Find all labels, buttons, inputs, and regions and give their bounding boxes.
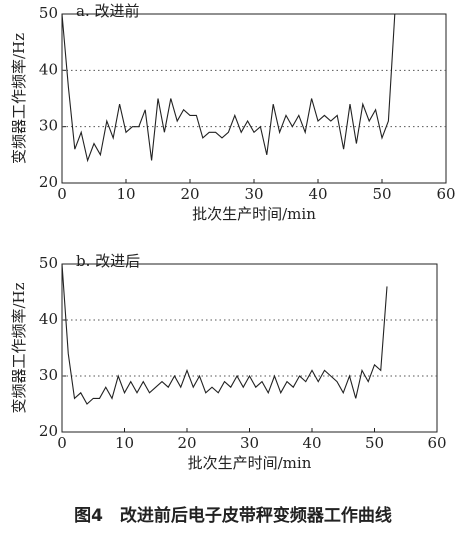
x-tick-label: 40 — [302, 434, 321, 452]
x-axis-label: 批次生产时间/min — [192, 205, 316, 223]
x-tick-label: 20 — [177, 434, 196, 452]
x-tick-label: 50 — [365, 434, 384, 452]
y-tick-label: 40 — [39, 310, 58, 328]
y-axis-label: 变频器工作频率/Hz — [10, 282, 28, 413]
x-tick-label: 10 — [116, 185, 135, 203]
data-line — [61, 263, 388, 405]
x-tick-label: 60 — [436, 185, 455, 203]
y-tick-label: 20 — [39, 173, 58, 191]
data-line — [61, 13, 396, 163]
y-tick-label: 30 — [39, 117, 58, 135]
y-tick-label: 30 — [39, 366, 58, 384]
panel-title: b. 改进后 — [76, 252, 140, 270]
x-tick-label: 0 — [57, 434, 67, 452]
plot-frame — [61, 13, 447, 184]
x-tick-label: 30 — [244, 185, 263, 203]
panel-title: a. 改进前 — [76, 2, 139, 20]
x-tick-label: 50 — [372, 185, 391, 203]
caption: 图4 改进前后电子皮带秤变频器工作曲线 — [74, 505, 392, 526]
y-tick-label: 20 — [39, 422, 58, 440]
y-tick-label: 50 — [39, 4, 58, 22]
x-tick-label: 20 — [180, 185, 199, 203]
x-tick-label: 30 — [240, 434, 259, 452]
y-axis-label: 变频器工作频率/Hz — [10, 33, 28, 164]
x-tick-label: 10 — [115, 434, 134, 452]
y-tick-label: 50 — [39, 254, 58, 272]
x-tick-label: 60 — [427, 434, 446, 452]
x-tick-label: 40 — [308, 185, 327, 203]
plot-frame — [61, 263, 438, 433]
y-tick-label: 40 — [39, 60, 58, 78]
x-tick-label: 0 — [57, 185, 67, 203]
x-axis-label: 批次生产时间/min — [188, 454, 312, 472]
